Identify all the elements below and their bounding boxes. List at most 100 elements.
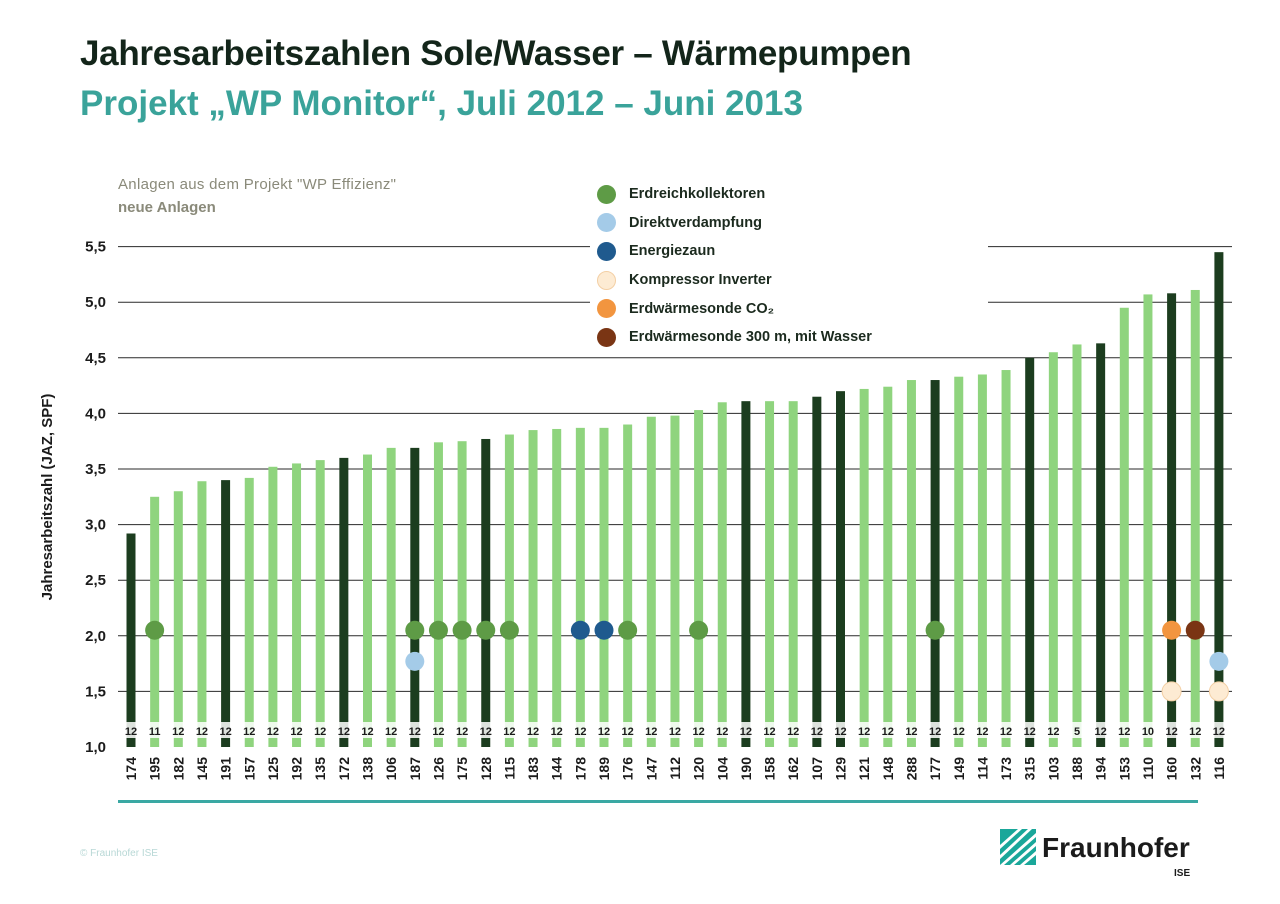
month-label-bg (785, 722, 802, 738)
month-label-bg (406, 722, 423, 738)
month-label-bg (288, 722, 305, 738)
x-tick-label: 183 (525, 757, 541, 781)
month-label: 12 (692, 726, 704, 738)
month-label: 12 (1095, 726, 1107, 738)
legend-item: Kompressor Inverter (597, 266, 872, 295)
x-tick-label: 149 (951, 757, 967, 781)
legend-item: Erdwärmesonde 300 m, mit Wasser (597, 323, 872, 352)
y-tick-label: 1,5 (85, 683, 106, 700)
bar (717, 402, 727, 747)
month-label-bg (548, 722, 565, 738)
marker (1208, 681, 1229, 702)
month-label-bg (1045, 722, 1062, 738)
month-label: 11 (149, 726, 161, 738)
bar (221, 480, 231, 747)
bar (126, 533, 136, 747)
x-tick-label: 104 (714, 757, 730, 781)
x-tick-label: 176 (620, 757, 636, 781)
x-tick-label: 188 (1069, 757, 1085, 781)
logo-name: Fraunhofer (1042, 832, 1190, 863)
month-label: 12 (1000, 726, 1012, 738)
month-label: 12 (314, 726, 326, 738)
legend: Erdreichkollektoren Direktverdampfung Ener… (597, 180, 872, 352)
month-label-bg (998, 722, 1015, 738)
month-label: 12 (929, 726, 941, 738)
month-label-bg (1210, 722, 1227, 738)
month-label-bg (430, 722, 447, 738)
bar (954, 376, 964, 747)
month-label: 12 (882, 726, 894, 738)
x-tick-label: 138 (360, 757, 376, 781)
legend-label: Energiezaun (629, 243, 716, 260)
month-label: 5 (1074, 726, 1080, 738)
x-tick-label: 178 (572, 757, 588, 781)
bar (457, 441, 467, 747)
month-label: 12 (976, 726, 988, 738)
bar (197, 481, 207, 747)
marker (428, 620, 448, 640)
bar (1190, 289, 1200, 747)
legend-item: Erdreichkollektoren (597, 180, 872, 209)
note-old-projects: Anlagen aus dem Projekt "WP Effizienz" (118, 176, 397, 193)
marker (499, 620, 519, 640)
month-label-bg (335, 722, 352, 738)
bar (1143, 294, 1153, 747)
y-tick-label: 2,0 (85, 628, 106, 645)
page-subtitle: Projekt „WP Monitor“, Juli 2012 – Juni 2… (80, 84, 803, 123)
y-tick-label: 5,5 (85, 239, 106, 256)
month-label: 12 (740, 726, 752, 738)
bar (1048, 352, 1058, 747)
x-tick-label: 162 (785, 757, 801, 781)
bar (765, 401, 775, 747)
month-label-bg (714, 722, 731, 738)
month-label: 12 (645, 726, 657, 738)
y-tick-label: 5,0 (85, 294, 106, 311)
month-label-bg (525, 722, 542, 738)
month-label-bg (974, 722, 991, 738)
month-label-bg (950, 722, 967, 738)
month-label: 12 (409, 726, 421, 738)
x-axis-ticks: 174 195 182 145 191 157 125 192 135 172 138 106 187 1… (123, 757, 1227, 781)
month-label: 12 (1189, 726, 1201, 738)
y-tick-label: 2,5 (85, 572, 106, 589)
month-label-bg (501, 722, 518, 738)
month-label: 12 (172, 726, 184, 738)
bar (741, 401, 751, 747)
bar (623, 424, 633, 747)
marker (452, 620, 472, 640)
y-tick-label: 4,0 (85, 405, 106, 422)
bar (1072, 344, 1082, 747)
bar (1214, 252, 1224, 747)
x-tick-label: 157 (241, 757, 257, 781)
bar (670, 415, 680, 747)
month-label-bg (477, 722, 494, 738)
bar (1096, 343, 1106, 747)
legend-item: Energiezaun (597, 237, 872, 266)
month-label-bg (666, 722, 683, 738)
month-label: 12 (456, 726, 468, 738)
bar (481, 438, 491, 747)
bar (339, 457, 349, 747)
x-tick-label: 187 (407, 757, 423, 781)
x-tick-label: 129 (833, 757, 849, 781)
x-tick-label: 177 (927, 757, 943, 781)
marker (476, 620, 496, 640)
x-tick-label: 160 (1164, 757, 1180, 781)
marker (594, 620, 614, 640)
month-label-bg (1069, 722, 1085, 738)
month-label-bg (123, 722, 139, 738)
marker (925, 620, 945, 640)
month-label-bg (170, 722, 187, 738)
month-label-bg (737, 722, 754, 738)
month-label-bg (808, 722, 825, 738)
month-label: 12 (527, 726, 539, 738)
bar (363, 454, 372, 747)
x-tick-label: 194 (1093, 757, 1109, 781)
bar (1001, 370, 1011, 747)
markers (145, 620, 1229, 702)
y-axis-label: Jahresarbeitszahl (JAZ, SPF) (39, 394, 56, 601)
x-tick-label: 107 (809, 757, 825, 781)
marker (1161, 681, 1182, 702)
bar (1119, 307, 1129, 747)
month-label: 12 (622, 726, 634, 738)
